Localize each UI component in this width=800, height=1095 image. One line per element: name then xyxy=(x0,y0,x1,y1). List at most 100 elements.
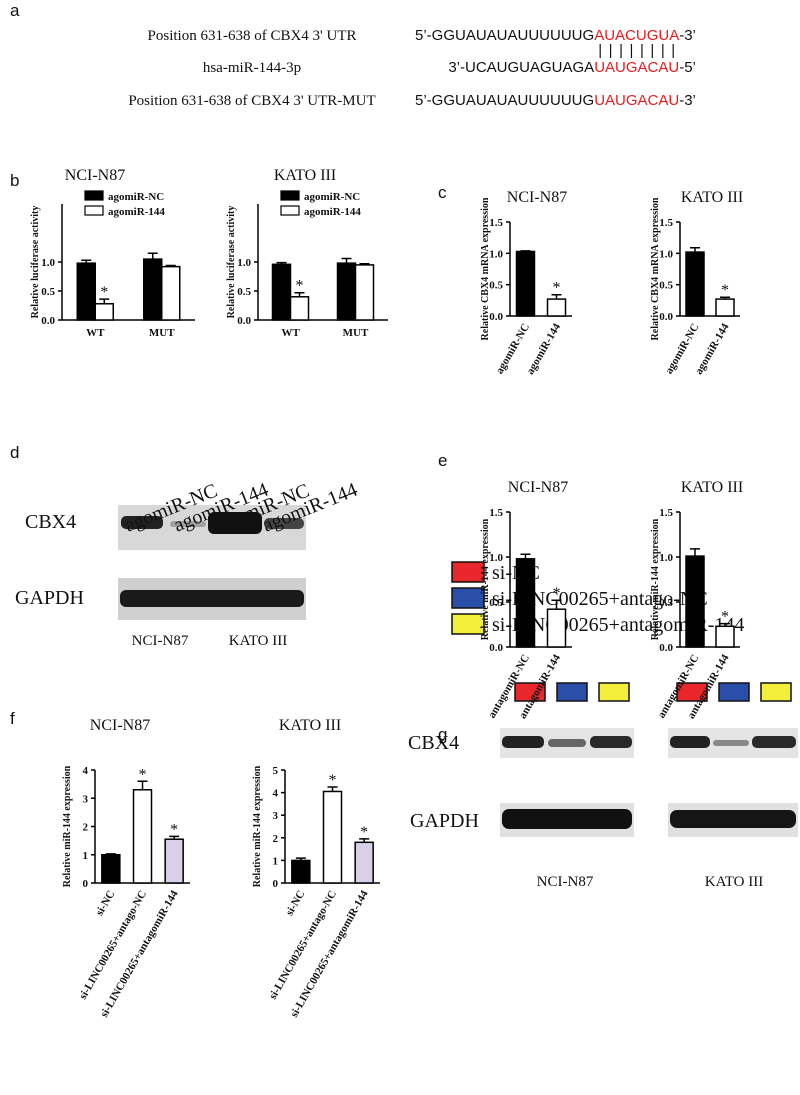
lane-marker xyxy=(718,682,750,702)
bar xyxy=(685,251,705,317)
y-tick-label: 1.0 xyxy=(659,248,673,260)
bar xyxy=(336,262,357,321)
y-tick-label: 3 xyxy=(83,793,89,805)
legend-label: si-LINC00265+antago-NC xyxy=(492,588,708,610)
significance-mark: * xyxy=(360,824,368,841)
error-bar xyxy=(720,296,730,300)
row-label: GAPDH xyxy=(410,810,479,832)
sequence: 5’-GGUAUAUAUUUUUUGAUACUGUA-3’ xyxy=(415,27,696,44)
x-tick-label: si-NC xyxy=(284,888,308,917)
y-tick-label: 1.5 xyxy=(489,217,503,229)
error-bar xyxy=(520,553,531,559)
error-bar xyxy=(327,786,338,792)
bar xyxy=(322,790,343,884)
y-tick-label: 1.5 xyxy=(659,217,673,229)
cell-line-label: KATO III xyxy=(229,633,287,649)
significance-mark: * xyxy=(553,280,561,297)
y-tick-label: 2 xyxy=(83,822,89,834)
significance-mark: * xyxy=(100,284,108,301)
panel-letter: a xyxy=(10,1,20,20)
y-axis-label: Relative luciferase activity xyxy=(226,206,237,319)
legend-label: agomiR-144 xyxy=(304,206,361,218)
sequence-label: hsa-miR-144-3p xyxy=(203,60,301,76)
bar xyxy=(715,625,735,648)
y-tick-label: 1 xyxy=(273,855,279,867)
legend-label: agomiR-NC xyxy=(108,191,164,203)
cell-line-label: NCI-N87 xyxy=(537,874,594,890)
lane-marker xyxy=(760,682,792,702)
panel-letter: b xyxy=(10,171,19,190)
error-bar xyxy=(341,257,352,264)
chart-title: NCI-N87 xyxy=(90,717,150,734)
bar xyxy=(715,298,735,317)
error-bar xyxy=(690,246,700,253)
legend-swatch xyxy=(451,561,485,583)
bar xyxy=(143,258,163,321)
bar xyxy=(132,789,153,884)
error-bar xyxy=(520,250,531,252)
y-tick-label: 3 xyxy=(273,810,279,822)
blot-band xyxy=(713,740,749,746)
significance-mark: * xyxy=(139,766,147,783)
blot-band xyxy=(670,736,710,748)
y-tick-label: 1.5 xyxy=(659,507,673,519)
western-blot-d: CBX4 GAPDH agomiR-NC agomiR-144 agomiR-N… xyxy=(15,479,361,649)
sequence-part: 5’-GGUAUAUAUUUUUUG xyxy=(415,27,594,44)
legend-swatch xyxy=(84,190,104,201)
significance-mark: * xyxy=(721,282,729,299)
row-label: GAPDH xyxy=(15,587,84,609)
error-bar xyxy=(147,252,158,260)
panel-letter: g xyxy=(438,725,447,744)
significance-mark: * xyxy=(170,821,178,838)
blot-band xyxy=(590,736,632,748)
blot-band xyxy=(208,512,262,534)
bar xyxy=(94,303,114,321)
y-axis-label: Relative miR-144 expression xyxy=(480,518,491,640)
lane-marker xyxy=(556,682,588,702)
significance-mark: * xyxy=(329,772,337,789)
sequence: 5’-GGUAUAUAUUUUUUGUAUGACAU-3’ xyxy=(415,92,696,109)
legend-swatch xyxy=(280,205,300,216)
legend-label: agomiR-NC xyxy=(304,191,360,203)
y-axis-label: Relative miR-144 expression xyxy=(252,765,263,887)
sequence-part: UAUGACAU xyxy=(594,59,679,76)
y-tick-label: 0.5 xyxy=(41,286,55,298)
error-bar xyxy=(276,261,287,265)
y-tick-label: 1.0 xyxy=(489,552,503,564)
x-tick-label: WT xyxy=(281,327,300,339)
chart-title: KATO III xyxy=(681,479,743,496)
y-tick-label: 0.0 xyxy=(41,315,55,327)
sequence-part: AUACUGUA xyxy=(594,27,679,44)
y-tick-label: 0.0 xyxy=(659,311,673,323)
error-bar xyxy=(359,262,370,265)
bar xyxy=(271,263,292,321)
legend-label: agomiR-144 xyxy=(108,206,165,218)
y-tick-label: 0 xyxy=(273,878,279,890)
error-bar xyxy=(720,622,730,627)
y-tick-label: 4 xyxy=(273,788,279,800)
chart-title: KATO III xyxy=(274,167,336,184)
y-tick-label: 0.5 xyxy=(489,597,503,609)
blot-band xyxy=(670,810,796,828)
blot-band xyxy=(502,736,544,748)
bar xyxy=(289,296,310,321)
western-blot-g: CBX4 GAPDH NCI-N87 KATO III xyxy=(408,728,798,890)
sequence-part: 5’-GGUAUAUAUUUUUUG xyxy=(415,92,594,109)
bar xyxy=(76,262,96,321)
error-bar xyxy=(295,857,306,861)
significance-mark: * xyxy=(721,609,729,626)
error-bar xyxy=(551,293,562,300)
chart-title: KATO III xyxy=(681,189,743,206)
chart-title: NCI-N87 xyxy=(507,189,567,206)
y-axis-label: Relative CBX4 mRNA expression xyxy=(650,197,661,340)
y-tick-label: 0.0 xyxy=(489,642,503,654)
pairing-lines: |||||||| xyxy=(598,42,675,59)
lane-marker xyxy=(514,682,546,702)
y-tick-label: 0.5 xyxy=(659,280,673,292)
y-tick-label: 1.0 xyxy=(489,248,503,260)
panel-letter: e xyxy=(438,451,447,470)
y-tick-label: 1.0 xyxy=(237,257,251,269)
bar xyxy=(354,841,374,884)
bar xyxy=(515,250,536,317)
